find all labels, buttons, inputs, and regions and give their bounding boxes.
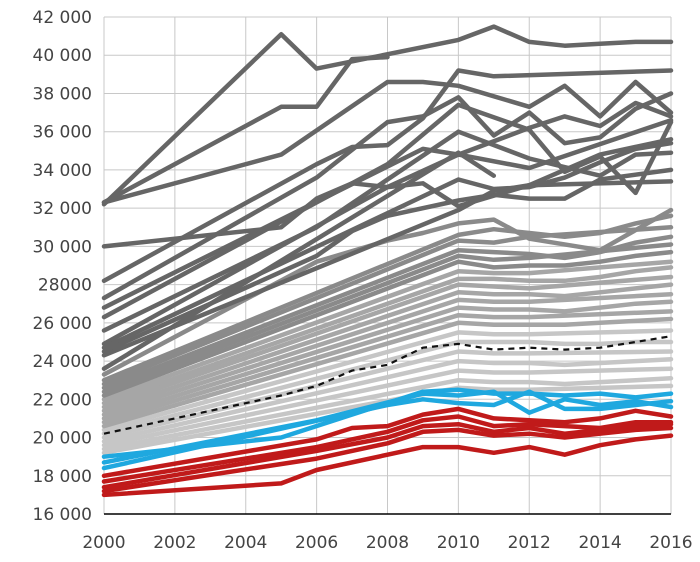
y-tick-label: 34 000 bbox=[33, 161, 92, 181]
y-tick-label: 42 000 bbox=[33, 8, 92, 28]
series-line-pale-33 bbox=[101, 328, 674, 433]
series-line-light-32 bbox=[101, 316, 674, 429]
series-line-red-45 bbox=[101, 421, 674, 490]
x-tick-label: 2006 bbox=[295, 533, 338, 553]
series-line-dark-13 bbox=[101, 137, 674, 347]
series-line-red-43 bbox=[101, 406, 674, 479]
y-tick-label: 26 000 bbox=[33, 314, 92, 334]
series-layer bbox=[101, 24, 674, 498]
y-tick-label: 16 000 bbox=[33, 505, 92, 525]
axis-layer: 16 000 18 000 20 000 22 000 24 000 26 000 2800… bbox=[33, 8, 693, 553]
series-line-mid-21 bbox=[101, 225, 674, 387]
y-tick-label: 28000 bbox=[38, 276, 92, 296]
x-tick-label: 2000 bbox=[82, 533, 125, 553]
series-line-light-27 bbox=[101, 274, 674, 410]
series-line-red-44 bbox=[101, 414, 674, 484]
series-line-dark-18 bbox=[101, 150, 497, 371]
y-tick-label: 24 000 bbox=[33, 352, 92, 372]
y-tick-label: 40 000 bbox=[33, 46, 92, 66]
x-tick-label: 2004 bbox=[224, 533, 267, 553]
series-line-red-47 bbox=[101, 433, 674, 498]
series-line-dark-3 bbox=[101, 117, 674, 249]
series-line-light-30 bbox=[101, 299, 674, 421]
series-line-dark-0 bbox=[101, 24, 674, 207]
series-line-blue-42 bbox=[101, 389, 674, 471]
series-line-pale-37 bbox=[101, 366, 674, 448]
x-tick-label: 2012 bbox=[508, 533, 551, 553]
series-line-light-28 bbox=[101, 282, 674, 414]
y-tick-label: 38 000 bbox=[33, 84, 92, 104]
x-tick-label: 2002 bbox=[153, 533, 196, 553]
y-tick-label: 20 000 bbox=[33, 429, 92, 449]
x-tick-label: 2014 bbox=[578, 533, 621, 553]
y-tick-label: 22 000 bbox=[33, 390, 92, 410]
x-tick-label: 2016 bbox=[649, 533, 692, 553]
y-tick-label: 36 000 bbox=[33, 123, 92, 143]
series-line-dark-15 bbox=[101, 167, 674, 354]
series-line-light-31 bbox=[101, 309, 674, 425]
series-line-dark-1 bbox=[101, 54, 390, 205]
y-tick-label: 30 000 bbox=[33, 237, 92, 257]
x-tick-label: 2008 bbox=[366, 533, 409, 553]
reference-dashed-line bbox=[103, 335, 672, 435]
x-tick-label: 2010 bbox=[437, 533, 480, 553]
series-line-dark-6 bbox=[101, 79, 674, 205]
series-line-dark-8 bbox=[101, 91, 674, 301]
series-line-light-25 bbox=[101, 259, 674, 402]
series-line-dark-14 bbox=[101, 140, 674, 350]
series-line-pale-36 bbox=[101, 356, 674, 444]
series-line-dark-16 bbox=[101, 179, 674, 358]
series-line-red-46 bbox=[101, 425, 674, 494]
series-line-light-26 bbox=[101, 265, 674, 406]
series-line-pale-35 bbox=[101, 349, 674, 440]
series-line-mid-19 bbox=[101, 207, 674, 377]
series-line-dark-7 bbox=[101, 68, 674, 284]
series-line-light-29 bbox=[101, 291, 674, 417]
y-tick-label: 18 000 bbox=[33, 467, 92, 487]
series-line-pale-38 bbox=[101, 376, 674, 452]
series-line-mid-23 bbox=[101, 242, 674, 394]
y-tick-label: 32 000 bbox=[33, 199, 92, 219]
series-line-mid-24 bbox=[101, 249, 674, 398]
